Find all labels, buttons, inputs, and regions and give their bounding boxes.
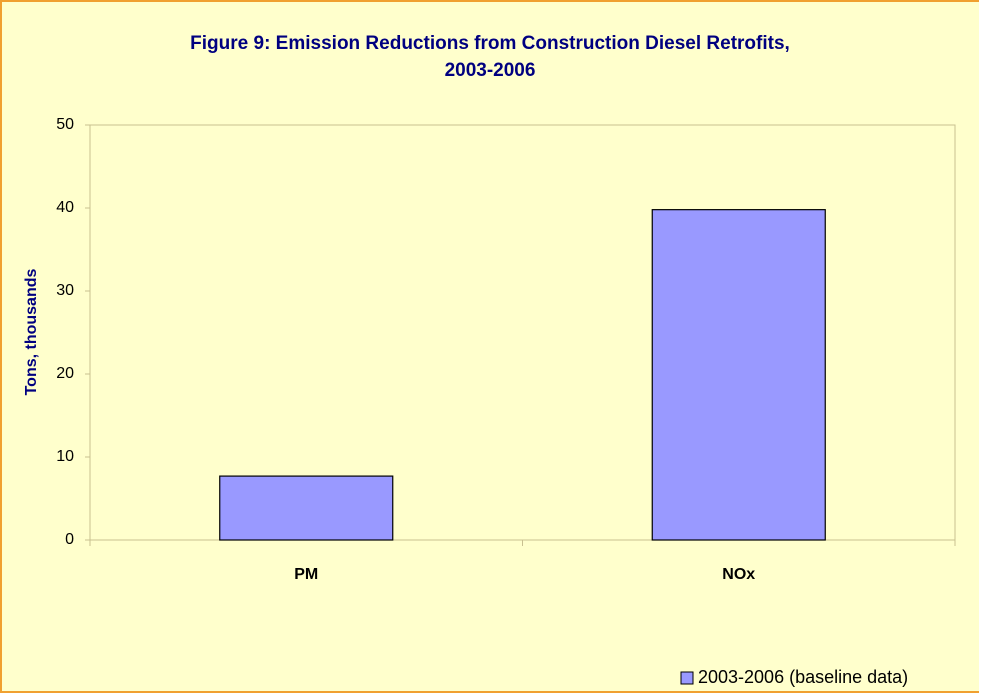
chart-title: Figure 9: Emission Reductions from Const… bbox=[190, 33, 790, 81]
x-tick-label: PM bbox=[294, 566, 318, 583]
y-tick-label: 20 bbox=[56, 365, 74, 382]
y-axis-label: Tons, thousands bbox=[23, 268, 40, 395]
y-tick-label: 0 bbox=[65, 531, 74, 548]
y-tick-label: 30 bbox=[56, 282, 74, 299]
y-tick-label: 40 bbox=[56, 199, 74, 216]
bar bbox=[651, 209, 826, 541]
legend-label: 2003-2006 (baseline data) bbox=[698, 667, 908, 687]
bar bbox=[219, 475, 394, 541]
legend-swatch bbox=[680, 671, 694, 685]
x-tick-label: NOx bbox=[722, 566, 755, 583]
y-tick-label: 10 bbox=[56, 448, 74, 465]
y-tick-label: 50 bbox=[56, 116, 74, 133]
